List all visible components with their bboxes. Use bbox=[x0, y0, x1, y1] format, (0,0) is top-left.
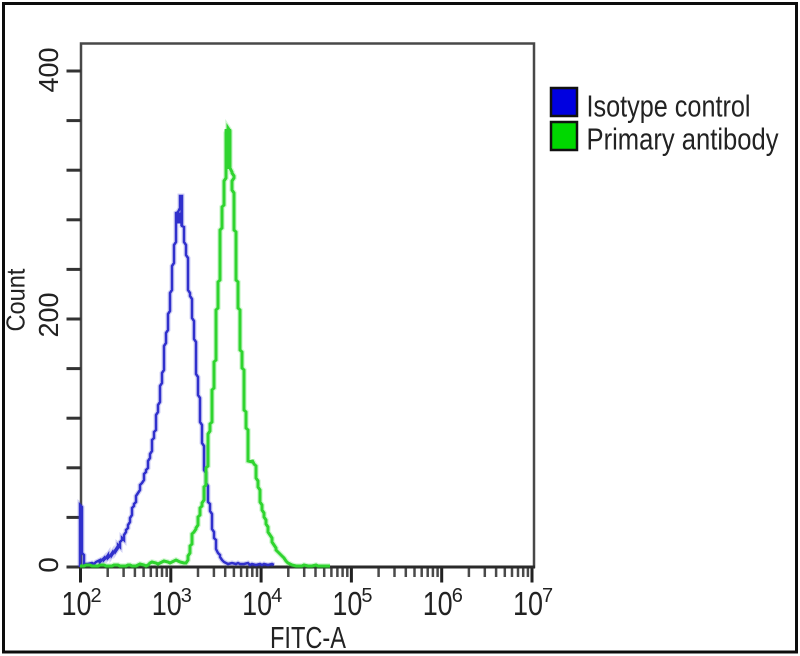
svg-text:200: 200 bbox=[33, 293, 64, 338]
svg-text:3: 3 bbox=[181, 585, 192, 607]
svg-text:10: 10 bbox=[152, 585, 182, 622]
svg-text:0: 0 bbox=[33, 557, 64, 573]
svg-text:FITC-A: FITC-A bbox=[270, 620, 346, 655]
svg-text:5: 5 bbox=[361, 585, 372, 607]
svg-text:10: 10 bbox=[513, 585, 543, 622]
svg-text:400: 400 bbox=[33, 48, 64, 93]
svg-text:Count: Count bbox=[1, 268, 31, 332]
svg-text:6: 6 bbox=[452, 585, 463, 607]
svg-text:10: 10 bbox=[62, 585, 92, 622]
svg-text:10: 10 bbox=[332, 585, 362, 622]
svg-text:10: 10 bbox=[242, 585, 272, 622]
svg-text:2: 2 bbox=[91, 585, 102, 607]
svg-text:4: 4 bbox=[271, 585, 282, 607]
svg-text:Primary antibody: Primary antibody bbox=[587, 122, 779, 157]
svg-text:Isotype control: Isotype control bbox=[587, 89, 751, 124]
svg-text:7: 7 bbox=[542, 585, 553, 607]
svg-text:10: 10 bbox=[423, 585, 453, 622]
